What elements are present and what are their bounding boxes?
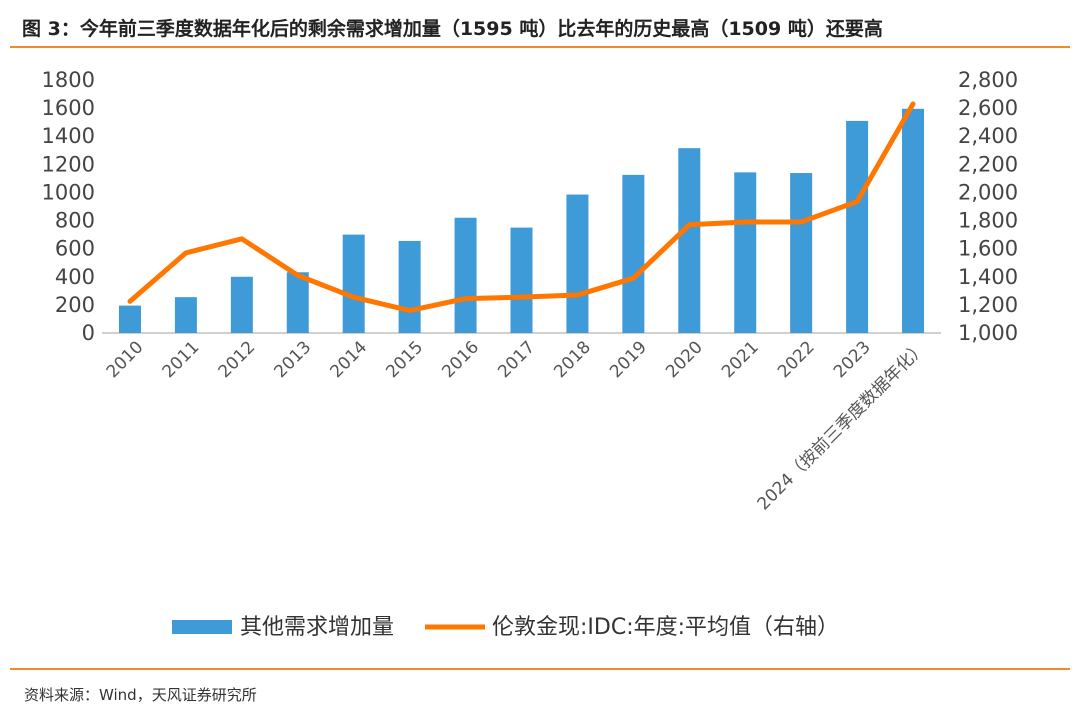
left-axis-tick: 1200 [42, 152, 95, 176]
right-axis-tick: 2,400 [958, 124, 1018, 148]
bar-2020 [678, 148, 701, 333]
bar-2013 [286, 272, 309, 333]
right-axis-tick: 2,200 [958, 152, 1018, 176]
bar-2014 [342, 234, 365, 333]
x-axis-tick: 2013 [271, 337, 316, 382]
legend-bar-label: 其他需求增加量 [240, 615, 394, 640]
x-axis-tick: 2023 [830, 337, 875, 382]
right-axis-tick: 1,000 [958, 321, 1018, 345]
right-axis-tick: 1,200 [958, 293, 1018, 317]
left-axis-tick: 1000 [42, 180, 95, 204]
x-axis-tick: 2010 [103, 337, 148, 382]
x-axis-tick: 2019 [606, 337, 651, 382]
legend-bar-swatch [172, 620, 232, 634]
x-axis-tick: 2016 [438, 337, 483, 382]
x-axis-tick: 2022 [774, 337, 819, 382]
x-axis-tick: 2014 [327, 337, 372, 382]
bar-2019 [622, 174, 645, 333]
bar-2016 [454, 217, 477, 333]
right-axis-tick: 1,800 [958, 209, 1018, 233]
bar-2017 [510, 227, 533, 333]
source-rule [10, 668, 1070, 670]
bar-2018 [566, 194, 589, 333]
bar-2021 [734, 172, 757, 333]
x-axis-tick: 2012 [215, 337, 260, 382]
right-axis-tick: 2,600 [958, 96, 1018, 120]
source-note: 资料来源：Wind，天风证券研究所 [24, 686, 257, 704]
left-axis-tick: 1800 [42, 68, 95, 92]
bar-2022 [790, 173, 813, 333]
bar-2024 [902, 108, 925, 333]
x-axis-tick: 2015 [382, 337, 427, 382]
left-axis-tick: 200 [55, 293, 95, 317]
right-axis-tick: 1,600 [958, 237, 1018, 261]
bar-2011 [174, 297, 197, 333]
bar-2012 [230, 276, 253, 333]
legend-line-label: 伦敦金现:IDC:年度:平均值（右轴） [492, 615, 839, 640]
bar-2023 [846, 120, 869, 333]
title-rule [10, 46, 1070, 48]
figure-title: 图 3：今年前三季度数据年化后的剩余需求增加量（1595 吨）比去年的历史最高（… [22, 18, 883, 40]
left-axis-tick: 0 [82, 321, 95, 345]
right-axis-tick: 2,000 [958, 180, 1018, 204]
right-axis-tick: 1,400 [958, 265, 1018, 289]
bar-2015 [398, 240, 421, 333]
bar-2010 [118, 305, 141, 333]
x-axis-tick: 2011 [159, 337, 204, 382]
x-axis-tick: 2020 [662, 337, 707, 382]
left-axis-tick: 400 [55, 265, 95, 289]
left-axis-tick: 1400 [42, 124, 95, 148]
left-axis-tick: 800 [55, 209, 95, 233]
x-axis-tick: 2021 [718, 337, 763, 382]
left-axis-tick: 1600 [42, 96, 95, 120]
left-axis-tick: 600 [55, 237, 95, 261]
right-axis-tick: 2,800 [958, 68, 1018, 92]
x-axis-tick: 2017 [494, 337, 539, 382]
x-axis-tick: 2018 [550, 337, 595, 382]
